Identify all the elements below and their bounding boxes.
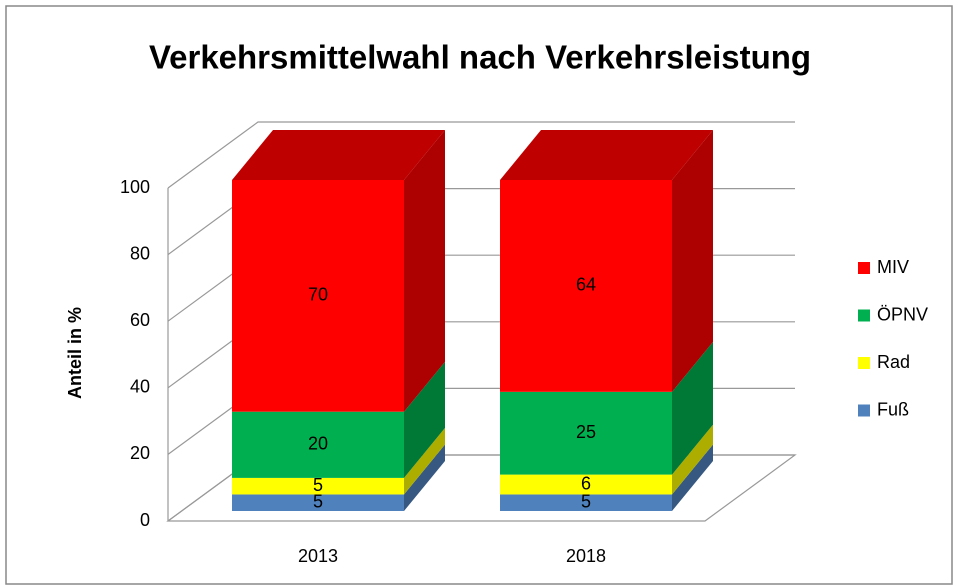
- bar-side: [672, 444, 713, 511]
- legend-label: Fuß: [877, 399, 909, 419]
- data-label: 5: [581, 491, 591, 511]
- bar-side: [404, 427, 445, 495]
- y-tick-label: 100: [120, 177, 150, 197]
- data-label: 6: [581, 473, 591, 493]
- legend-label: MIV: [877, 257, 909, 277]
- y-axis-label: Anteil in %: [65, 307, 85, 399]
- legend-swatch: [858, 309, 870, 322]
- y-tick-label: 0: [140, 510, 150, 530]
- bar: [232, 180, 404, 412]
- y-tick-label: 40: [130, 377, 150, 397]
- legend-swatch: [858, 262, 870, 274]
- data-label: 70: [308, 285, 328, 305]
- bar: [232, 477, 404, 495]
- bar-side: [672, 424, 713, 495]
- x-tick-label: 2018: [566, 546, 606, 566]
- bar: [500, 180, 672, 392]
- data-label: 25: [576, 422, 596, 442]
- data-label: 64: [576, 275, 596, 295]
- y-tick-label: 80: [130, 243, 150, 263]
- bar: [232, 494, 404, 511]
- bar-top: [500, 130, 713, 180]
- chart-title: Verkehrsmittelwahl nach Verkehrsleistung: [149, 39, 811, 76]
- bar-side: [404, 444, 445, 511]
- bar: [500, 474, 672, 495]
- bar-side: [404, 130, 445, 412]
- bar: [500, 391, 672, 475]
- legend-swatch: [858, 404, 870, 417]
- legend-label: Rad: [877, 352, 910, 372]
- legend-label: ÖPNV: [877, 304, 928, 324]
- bar-side: [672, 130, 713, 392]
- data-label: 5: [313, 475, 323, 495]
- x-tick-label: 2013: [298, 546, 338, 566]
- legend-swatch: [858, 357, 870, 369]
- data-label: 20: [308, 434, 328, 454]
- bar-side: [672, 341, 713, 475]
- bar-side: [404, 361, 445, 478]
- y-tick-label: 20: [130, 443, 150, 463]
- chart-frame: [5, 5, 953, 585]
- grid-line: [167, 121, 795, 189]
- data-label: 5: [313, 491, 323, 511]
- y-tick-label: 60: [130, 310, 150, 330]
- bar: [232, 411, 404, 478]
- bar-top: [232, 130, 445, 180]
- bar: [500, 494, 672, 511]
